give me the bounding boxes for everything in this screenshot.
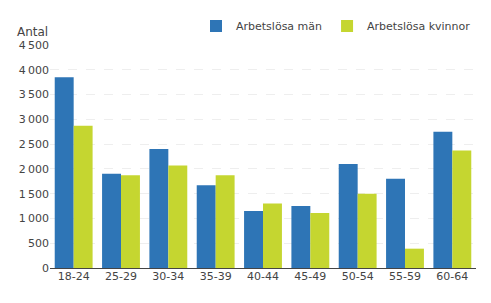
svg-text:500: 500 — [28, 237, 49, 250]
svg-text:4 500: 4 500 — [19, 39, 49, 52]
svg-text:4 000: 4 000 — [19, 64, 49, 77]
svg-text:55-59: 55-59 — [389, 270, 421, 283]
svg-text:Arbetslösa män: Arbetslösa män — [236, 20, 322, 33]
svg-text:2 500: 2 500 — [19, 138, 49, 151]
svg-text:30-34: 30-34 — [152, 270, 184, 283]
svg-text:2 000: 2 000 — [19, 163, 49, 176]
svg-text:40-44: 40-44 — [247, 270, 279, 283]
svg-text:25-29: 25-29 — [105, 270, 137, 283]
svg-text:1 500: 1 500 — [19, 188, 49, 201]
svg-text:50-54: 50-54 — [342, 270, 374, 283]
svg-text:0: 0 — [42, 262, 49, 275]
svg-text:Antal: Antal — [17, 25, 48, 39]
svg-text:18-24: 18-24 — [58, 270, 90, 283]
svg-text:35-39: 35-39 — [200, 270, 232, 283]
svg-text:3 000: 3 000 — [19, 113, 49, 126]
svg-text:1 000: 1 000 — [19, 212, 49, 225]
svg-text:45-49: 45-49 — [294, 270, 326, 283]
svg-text:60-64: 60-64 — [436, 270, 468, 283]
svg-text:Arbetslösa kvinnor: Arbetslösa kvinnor — [367, 20, 470, 33]
svg-text:3 500: 3 500 — [19, 88, 49, 101]
